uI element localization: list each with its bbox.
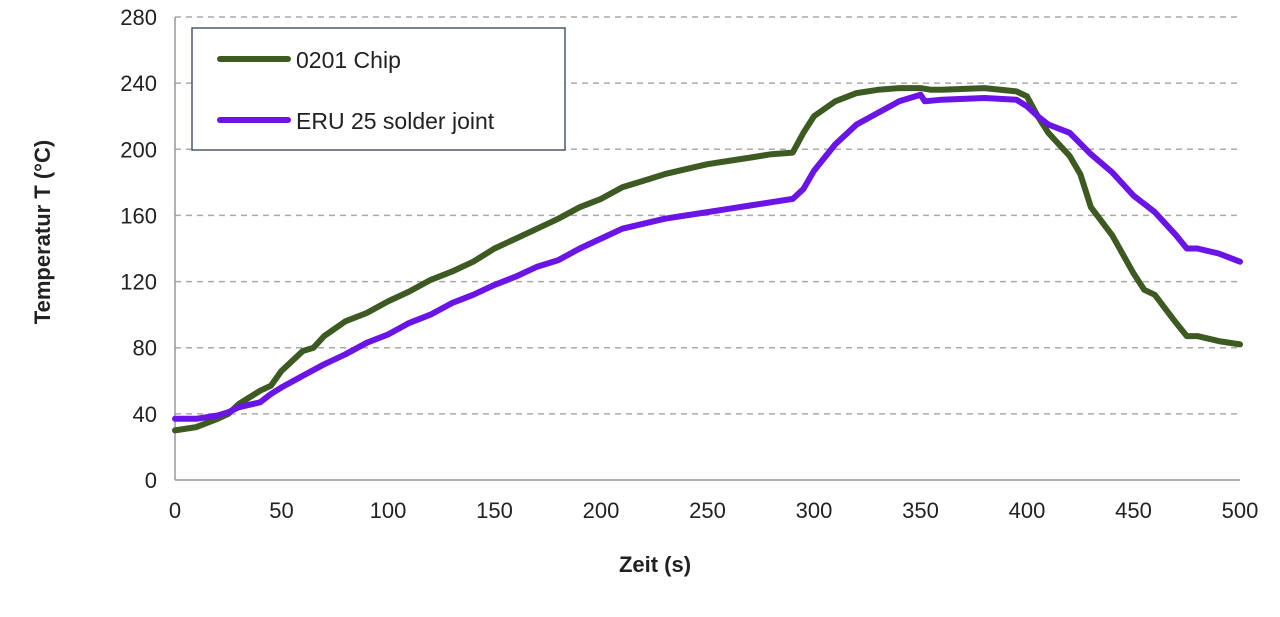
x-tick-label: 50	[269, 498, 293, 523]
x-tick-label: 350	[902, 498, 939, 523]
x-tick-label: 400	[1009, 498, 1046, 523]
y-tick-label: 120	[120, 270, 157, 295]
y-tick-labels: 0 40 80 120 160 200 240 280	[120, 5, 157, 493]
y-tick-label: 240	[120, 71, 157, 96]
series-line-eru	[172, 91, 1243, 422]
legend-box	[191, 27, 566, 151]
y-tick-label: 40	[133, 402, 157, 427]
legend-label-chip: 0201 Chip	[296, 47, 401, 73]
x-tick-label: 150	[476, 498, 513, 523]
y-tick-label: 0	[145, 468, 157, 493]
x-axis-label: Zeit (s)	[619, 552, 691, 577]
y-tick-label: 80	[133, 336, 157, 361]
x-tick-label: 450	[1115, 498, 1152, 523]
x-tick-labels: 0 50 100 150 200 250 300 350 400 450 500	[169, 498, 1258, 523]
y-axis-label: Temperatur T (°C)	[30, 140, 55, 324]
series-line-chip	[172, 85, 1243, 434]
y-tick-label: 160	[120, 203, 157, 228]
series-lines	[172, 85, 1243, 434]
x-tick-label: 0	[169, 498, 181, 523]
y-tick-label: 280	[120, 5, 157, 30]
y-tick-label: 200	[120, 137, 157, 162]
legend-label-eru: ERU 25 solder joint	[296, 108, 495, 134]
legend: 0201 Chip ERU 25 solder joint	[191, 27, 566, 151]
x-tick-label: 250	[689, 498, 726, 523]
x-tick-label: 300	[796, 498, 833, 523]
x-tick-label: 100	[370, 498, 407, 523]
x-tick-label: 500	[1222, 498, 1259, 523]
x-tick-label: 200	[583, 498, 620, 523]
